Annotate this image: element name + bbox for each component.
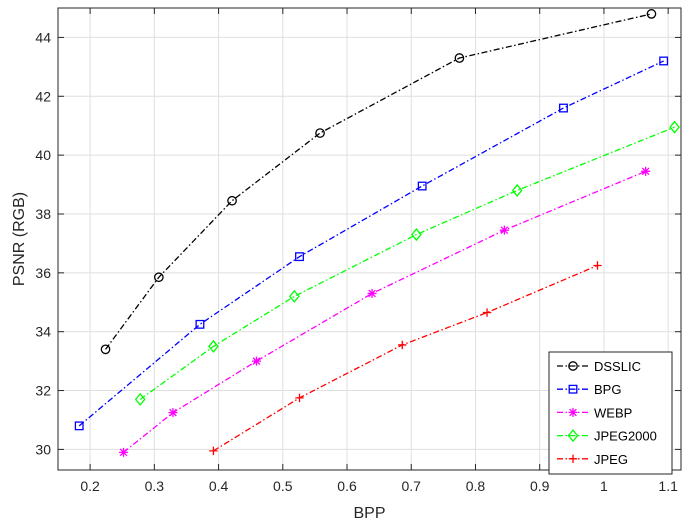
y-tick-label: 36 [35, 265, 51, 281]
axis-ticks: 0.2 0.3 0.4 0.5 0.6 0.7 0.8 0.9 1 1.1 30 32 34 36 38 40… [35, 8, 681, 494]
legend-item: WEBP [557, 405, 632, 420]
legend-item: JPEG [557, 452, 628, 467]
data-point [367, 288, 377, 298]
y-tick-label: 42 [35, 88, 51, 104]
series-line [105, 13, 652, 350]
series-bpg [74, 56, 669, 431]
x-axis-label: BPP [353, 505, 385, 522]
legend-marker [568, 361, 578, 371]
plot-frame [57, 7, 682, 471]
x-tick-label: 0.6 [337, 478, 357, 494]
legend-item: BPG [557, 382, 621, 397]
series-layer [74, 9, 680, 457]
legend-label: JPEG2000 [594, 429, 657, 444]
data-point [74, 421, 84, 431]
x-tick-label: 0.4 [209, 478, 229, 494]
x-tick-label: 0.9 [530, 478, 550, 494]
data-point [289, 289, 300, 303]
data-point [417, 181, 427, 191]
x-tick-label: 1.1 [658, 478, 678, 494]
series-line [139, 126, 675, 400]
data-point [315, 128, 325, 138]
legend-label: WEBP [594, 405, 632, 420]
data-point [411, 228, 422, 242]
legend-item: JPEG2000 [557, 429, 657, 444]
series-jpeg [209, 261, 602, 456]
x-tick-label: 0.3 [145, 478, 165, 494]
data-point [208, 339, 219, 353]
data-point [153, 272, 164, 283]
data-point [669, 120, 680, 134]
y-tick-label: 32 [35, 383, 51, 399]
y-tick-label: 44 [35, 29, 51, 45]
data-point [251, 356, 261, 366]
data-point [499, 225, 509, 235]
data-point [295, 252, 304, 262]
x-tick-label: 0.8 [466, 478, 486, 494]
data-point [511, 183, 523, 197]
data-point [482, 308, 492, 317]
data-point [659, 56, 669, 66]
legend: DSSLIC BPG WEBP JPEG2000 JPEG [548, 351, 673, 475]
y-tick-label: 38 [35, 206, 51, 222]
legend-marker [568, 454, 578, 463]
data-point [295, 393, 304, 403]
series-webp [119, 166, 651, 457]
legend-item: DSSLIC [557, 359, 641, 374]
data-point [195, 319, 205, 329]
data-point [209, 446, 218, 456]
y-axis-label: PSNR (RGB) [11, 192, 28, 286]
legend-label: BPG [594, 382, 621, 397]
data-point [646, 9, 657, 19]
data-point [168, 408, 178, 418]
data-point [454, 53, 465, 63]
data-point [100, 344, 111, 355]
y-tick-label: 34 [35, 324, 51, 340]
data-point [134, 392, 146, 406]
legend-label: DSSLIC [594, 359, 641, 374]
series-line [123, 170, 646, 453]
x-tick-label: 0.7 [402, 478, 422, 494]
y-tick-label: 30 [35, 441, 51, 457]
x-tick-label: 1 [600, 478, 608, 494]
legend-marker [568, 407, 578, 417]
data-point [227, 195, 237, 206]
x-tick-label: 0.2 [80, 478, 100, 494]
x-tick-label: 0.5 [273, 478, 293, 494]
series-jpeg2000 [134, 120, 680, 406]
legend-label: JPEG [594, 452, 628, 467]
data-point [119, 447, 129, 457]
data-point [398, 340, 407, 350]
series-dsslic [100, 9, 657, 355]
data-point [641, 166, 651, 176]
legend-marker [568, 384, 578, 394]
data-point [559, 103, 568, 113]
data-point [593, 261, 602, 270]
y-tick-label: 40 [35, 147, 51, 163]
legend-marker [567, 429, 579, 443]
